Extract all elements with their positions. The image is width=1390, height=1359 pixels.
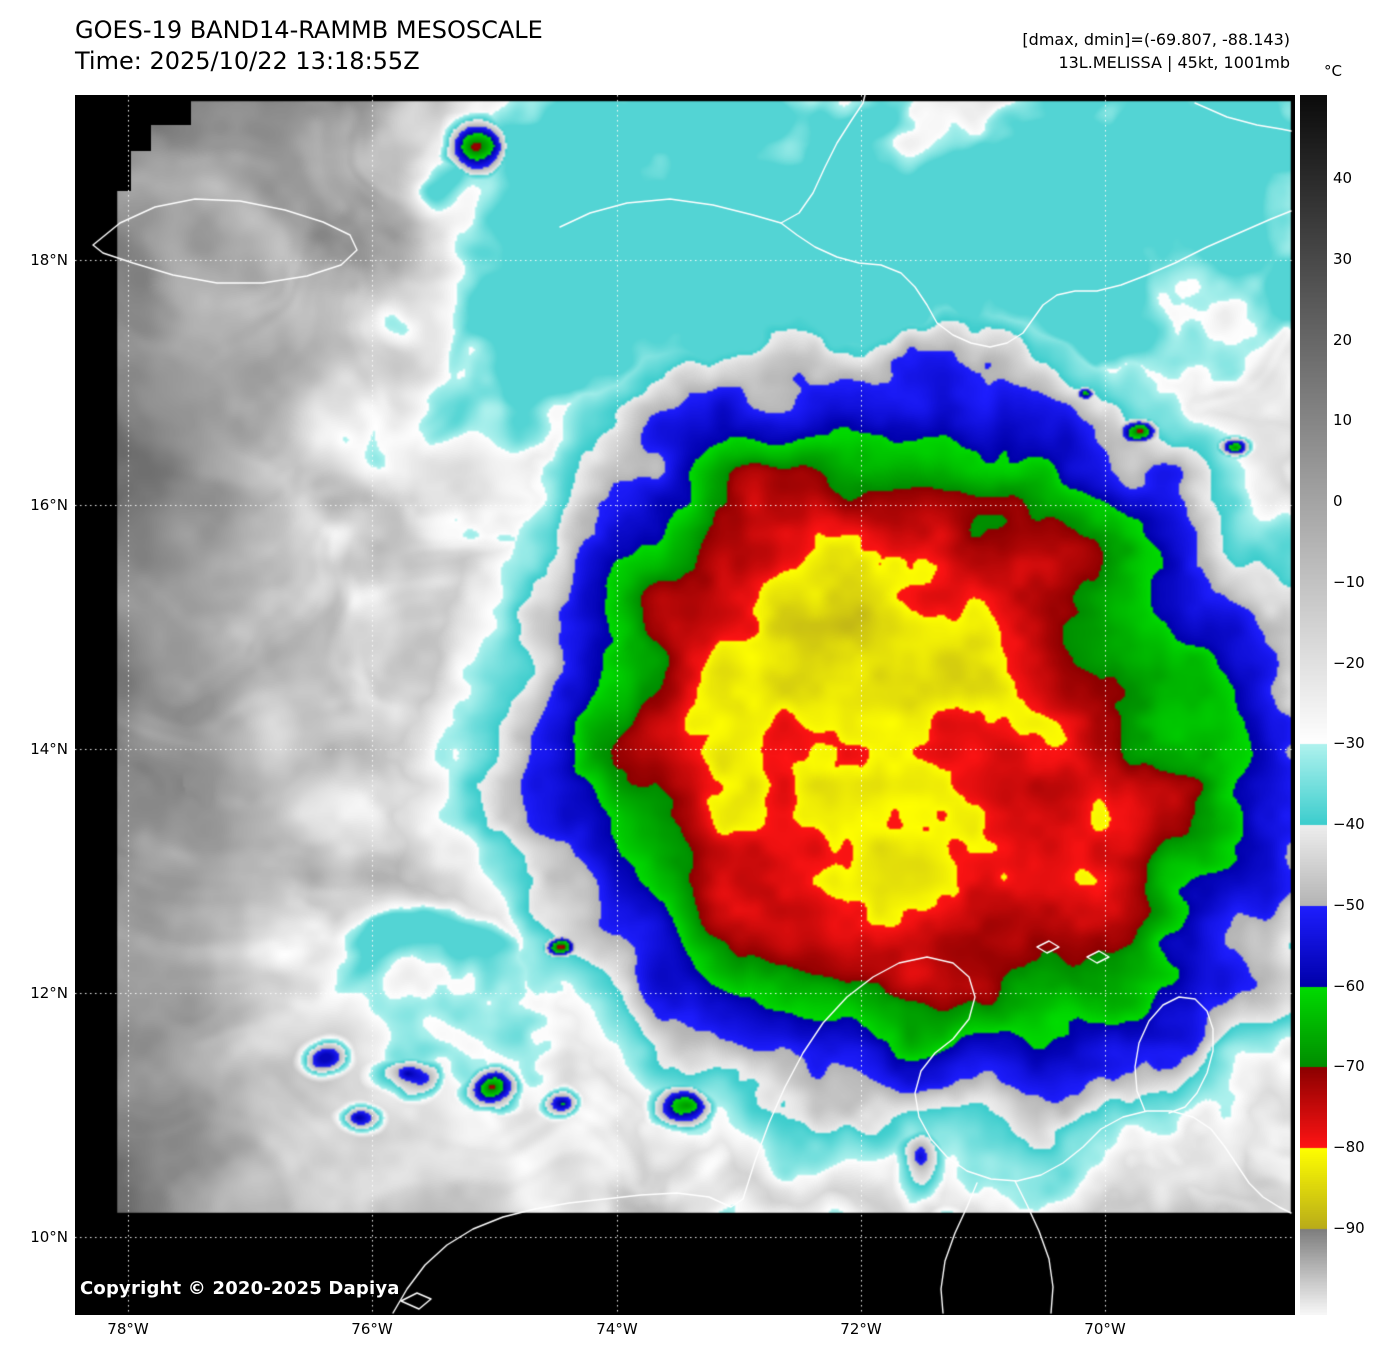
lon-tick-label: 72°W: [840, 1320, 882, 1338]
lon-tick-label: 74°W: [596, 1320, 638, 1338]
lat-tick-label: 10°N: [30, 1228, 68, 1246]
colorbar-tick-label: 20: [1333, 330, 1353, 349]
colorbar-tick-label: −60: [1333, 976, 1365, 995]
colorbar-tick-label: −10: [1333, 572, 1365, 591]
colorbar-tick-label: −50: [1333, 895, 1365, 914]
colorbar-tick-label: −90: [1333, 1219, 1365, 1237]
colorbar: 40 30 20 10 0 −10 −20 −30 −40 −50 −60 −70 −80 −90: [1300, 95, 1390, 1315]
lat-tick-label: 16°N: [30, 496, 68, 514]
colorbar-tick-label: −30: [1333, 734, 1365, 753]
lon-tick-label: 78°W: [107, 1320, 149, 1338]
lat-tick-label: 18°N: [30, 251, 68, 269]
colorbar-tick-label: −20: [1333, 653, 1365, 672]
colorbar-tick-label: 0: [1333, 492, 1343, 511]
colorbar-tick-label: −40: [1333, 815, 1365, 834]
dmax-dmin-readout: [dmax, dmin]=(-69.807, -88.143): [1022, 30, 1290, 49]
lon-tick-label: 70°W: [1084, 1320, 1126, 1338]
colorbar-tick-label: 10: [1333, 411, 1353, 430]
lat-tick-label: 12°N: [30, 984, 68, 1002]
colorbar-unit-label: °C: [1324, 62, 1342, 80]
colorbar-tick-label: 30: [1333, 249, 1353, 268]
colorbar-tick-label: 40: [1333, 169, 1353, 187]
satellite-image-canvas: [75, 95, 1295, 1315]
lon-tick-label: 76°W: [351, 1320, 393, 1338]
colorbar-tick-label: −70: [1333, 1057, 1365, 1076]
image-timestamp: Time: 2025/10/22 13:18:55Z: [75, 47, 420, 75]
colorbar-canvas: [1300, 95, 1327, 1315]
copyright-watermark: Copyright © 2020-2025 Dapiya: [80, 1278, 400, 1299]
image-title: GOES-19 BAND14-RAMMB MESOSCALE: [75, 16, 543, 44]
colorbar-tick-label: −80: [1333, 1138, 1365, 1157]
lat-tick-label: 14°N: [30, 740, 68, 758]
satellite-map: Copyright © 2020-2025 Dapiya: [75, 95, 1295, 1315]
storm-info: 13L.MELISSA | 45kt, 1001mb: [1058, 53, 1290, 72]
